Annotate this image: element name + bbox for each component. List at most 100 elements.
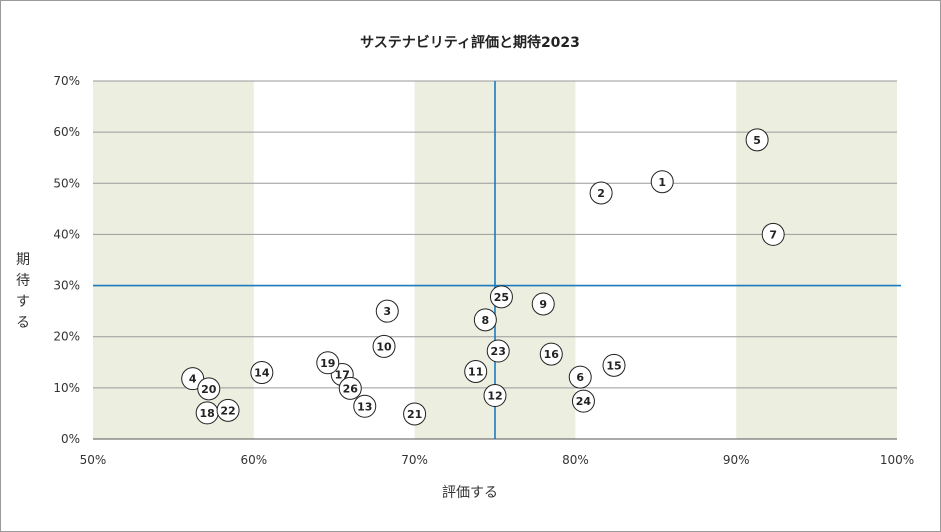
point-marker — [464, 359, 488, 383]
point-label: 20 — [201, 383, 217, 396]
point-marker — [602, 353, 626, 377]
point-label: 7 — [769, 228, 777, 241]
y-axis-label-char: す — [16, 294, 30, 310]
x-tick-label: 80% — [562, 453, 589, 467]
point-label: 22 — [220, 404, 235, 417]
shaded-bands — [93, 81, 897, 439]
chart-title: サステナビリティ評価と期待2023 — [360, 34, 580, 51]
data-point-22: 22 — [216, 398, 240, 422]
data-point-5: 5 — [745, 128, 769, 152]
data-point-7: 7 — [761, 222, 785, 246]
y-tick-label: 50% — [53, 176, 80, 190]
point-marker — [489, 285, 513, 309]
point-marker — [761, 222, 785, 246]
point-marker — [531, 292, 555, 316]
data-point-13: 13 — [353, 394, 377, 418]
data-point-6: 6 — [568, 365, 592, 389]
data-point-18: 18 — [195, 401, 219, 425]
point-label: 11 — [468, 365, 483, 378]
point-label: 10 — [376, 340, 392, 353]
y-tick-label: 40% — [53, 227, 80, 241]
x-tick-label: 70% — [401, 453, 428, 467]
point-marker — [338, 376, 362, 400]
point-label: 3 — [383, 305, 391, 318]
data-point-24: 24 — [571, 389, 595, 413]
data-point-16: 16 — [539, 342, 563, 366]
y-axis-ticks: 0% 10% 20% 30% 40% 50% 60% 70% — [53, 74, 80, 446]
point-label: 12 — [487, 390, 502, 403]
data-point-19: 19 — [316, 351, 340, 375]
point-label: 14 — [254, 367, 270, 380]
point-marker — [372, 334, 396, 358]
point-marker — [486, 339, 510, 363]
x-axis-ticks: 50% 60% 70% 80% 90% 100% — [80, 453, 914, 467]
y-tick-label: 60% — [53, 125, 80, 139]
point-marker — [353, 394, 377, 418]
data-point-15: 15 — [602, 353, 626, 377]
data-point-20: 20 — [197, 377, 221, 401]
point-label: 26 — [343, 382, 359, 395]
point-marker — [197, 377, 221, 401]
point-marker — [571, 389, 595, 413]
point-label: 5 — [753, 134, 761, 147]
point-marker — [539, 342, 563, 366]
y-tick-label: 0% — [61, 432, 80, 446]
point-label: 9 — [539, 298, 547, 311]
point-marker — [473, 308, 497, 332]
y-tick-label: 10% — [53, 381, 80, 395]
point-label: 1 — [658, 176, 666, 189]
y-tick-label: 30% — [53, 279, 80, 293]
y-tick-label: 20% — [53, 330, 80, 344]
point-label: 6 — [576, 371, 584, 384]
data-point-2: 2 — [589, 181, 613, 205]
data-point-10: 10 — [372, 334, 396, 358]
y-axis-label-char: 期 — [16, 252, 30, 268]
y-tick-label: 70% — [53, 74, 80, 88]
point-label: 15 — [606, 359, 621, 372]
x-tick-label: 50% — [80, 453, 107, 467]
point-marker — [316, 351, 340, 375]
point-marker — [216, 398, 240, 422]
x-axis-label: 評価する — [442, 485, 498, 501]
data-point-8: 8 — [473, 308, 497, 332]
point-marker — [745, 128, 769, 152]
point-marker — [483, 384, 507, 408]
point-marker — [375, 299, 399, 323]
data-point-12: 12 — [483, 384, 507, 408]
point-label: 21 — [407, 408, 422, 421]
data-point-23: 23 — [486, 339, 510, 363]
y-axis-label-char: 待 — [16, 273, 30, 289]
point-marker — [650, 170, 674, 194]
point-label: 8 — [482, 314, 490, 327]
point-label: 18 — [200, 407, 215, 420]
data-point-26: 26 — [338, 376, 362, 400]
data-point-25: 25 — [489, 285, 513, 309]
data-point-9: 9 — [531, 292, 555, 316]
point-label: 13 — [357, 400, 372, 413]
data-point-21: 21 — [403, 402, 427, 426]
x-tick-label: 90% — [723, 453, 750, 467]
point-label: 2 — [597, 187, 605, 200]
point-label: 19 — [320, 357, 335, 370]
x-tick-label: 60% — [240, 453, 267, 467]
data-point-3: 3 — [375, 299, 399, 323]
point-marker — [250, 361, 274, 385]
y-axis-label-char: る — [16, 315, 30, 331]
x-tick-label: 100% — [880, 453, 914, 467]
point-marker — [589, 181, 613, 205]
data-point-11: 11 — [464, 359, 488, 383]
point-label: 24 — [576, 395, 592, 408]
point-label: 25 — [494, 291, 509, 304]
data-points: 1234567891011121314151617181920212223242… — [181, 128, 785, 426]
point-label: 16 — [544, 348, 560, 361]
shaded-band-0 — [93, 81, 254, 439]
reference-lines — [93, 81, 901, 439]
point-label: 23 — [491, 345, 506, 358]
data-point-14: 14 — [250, 361, 274, 385]
point-marker — [568, 365, 592, 389]
data-point-1: 1 — [650, 170, 674, 194]
point-marker — [403, 402, 427, 426]
point-label: 4 — [189, 373, 197, 386]
